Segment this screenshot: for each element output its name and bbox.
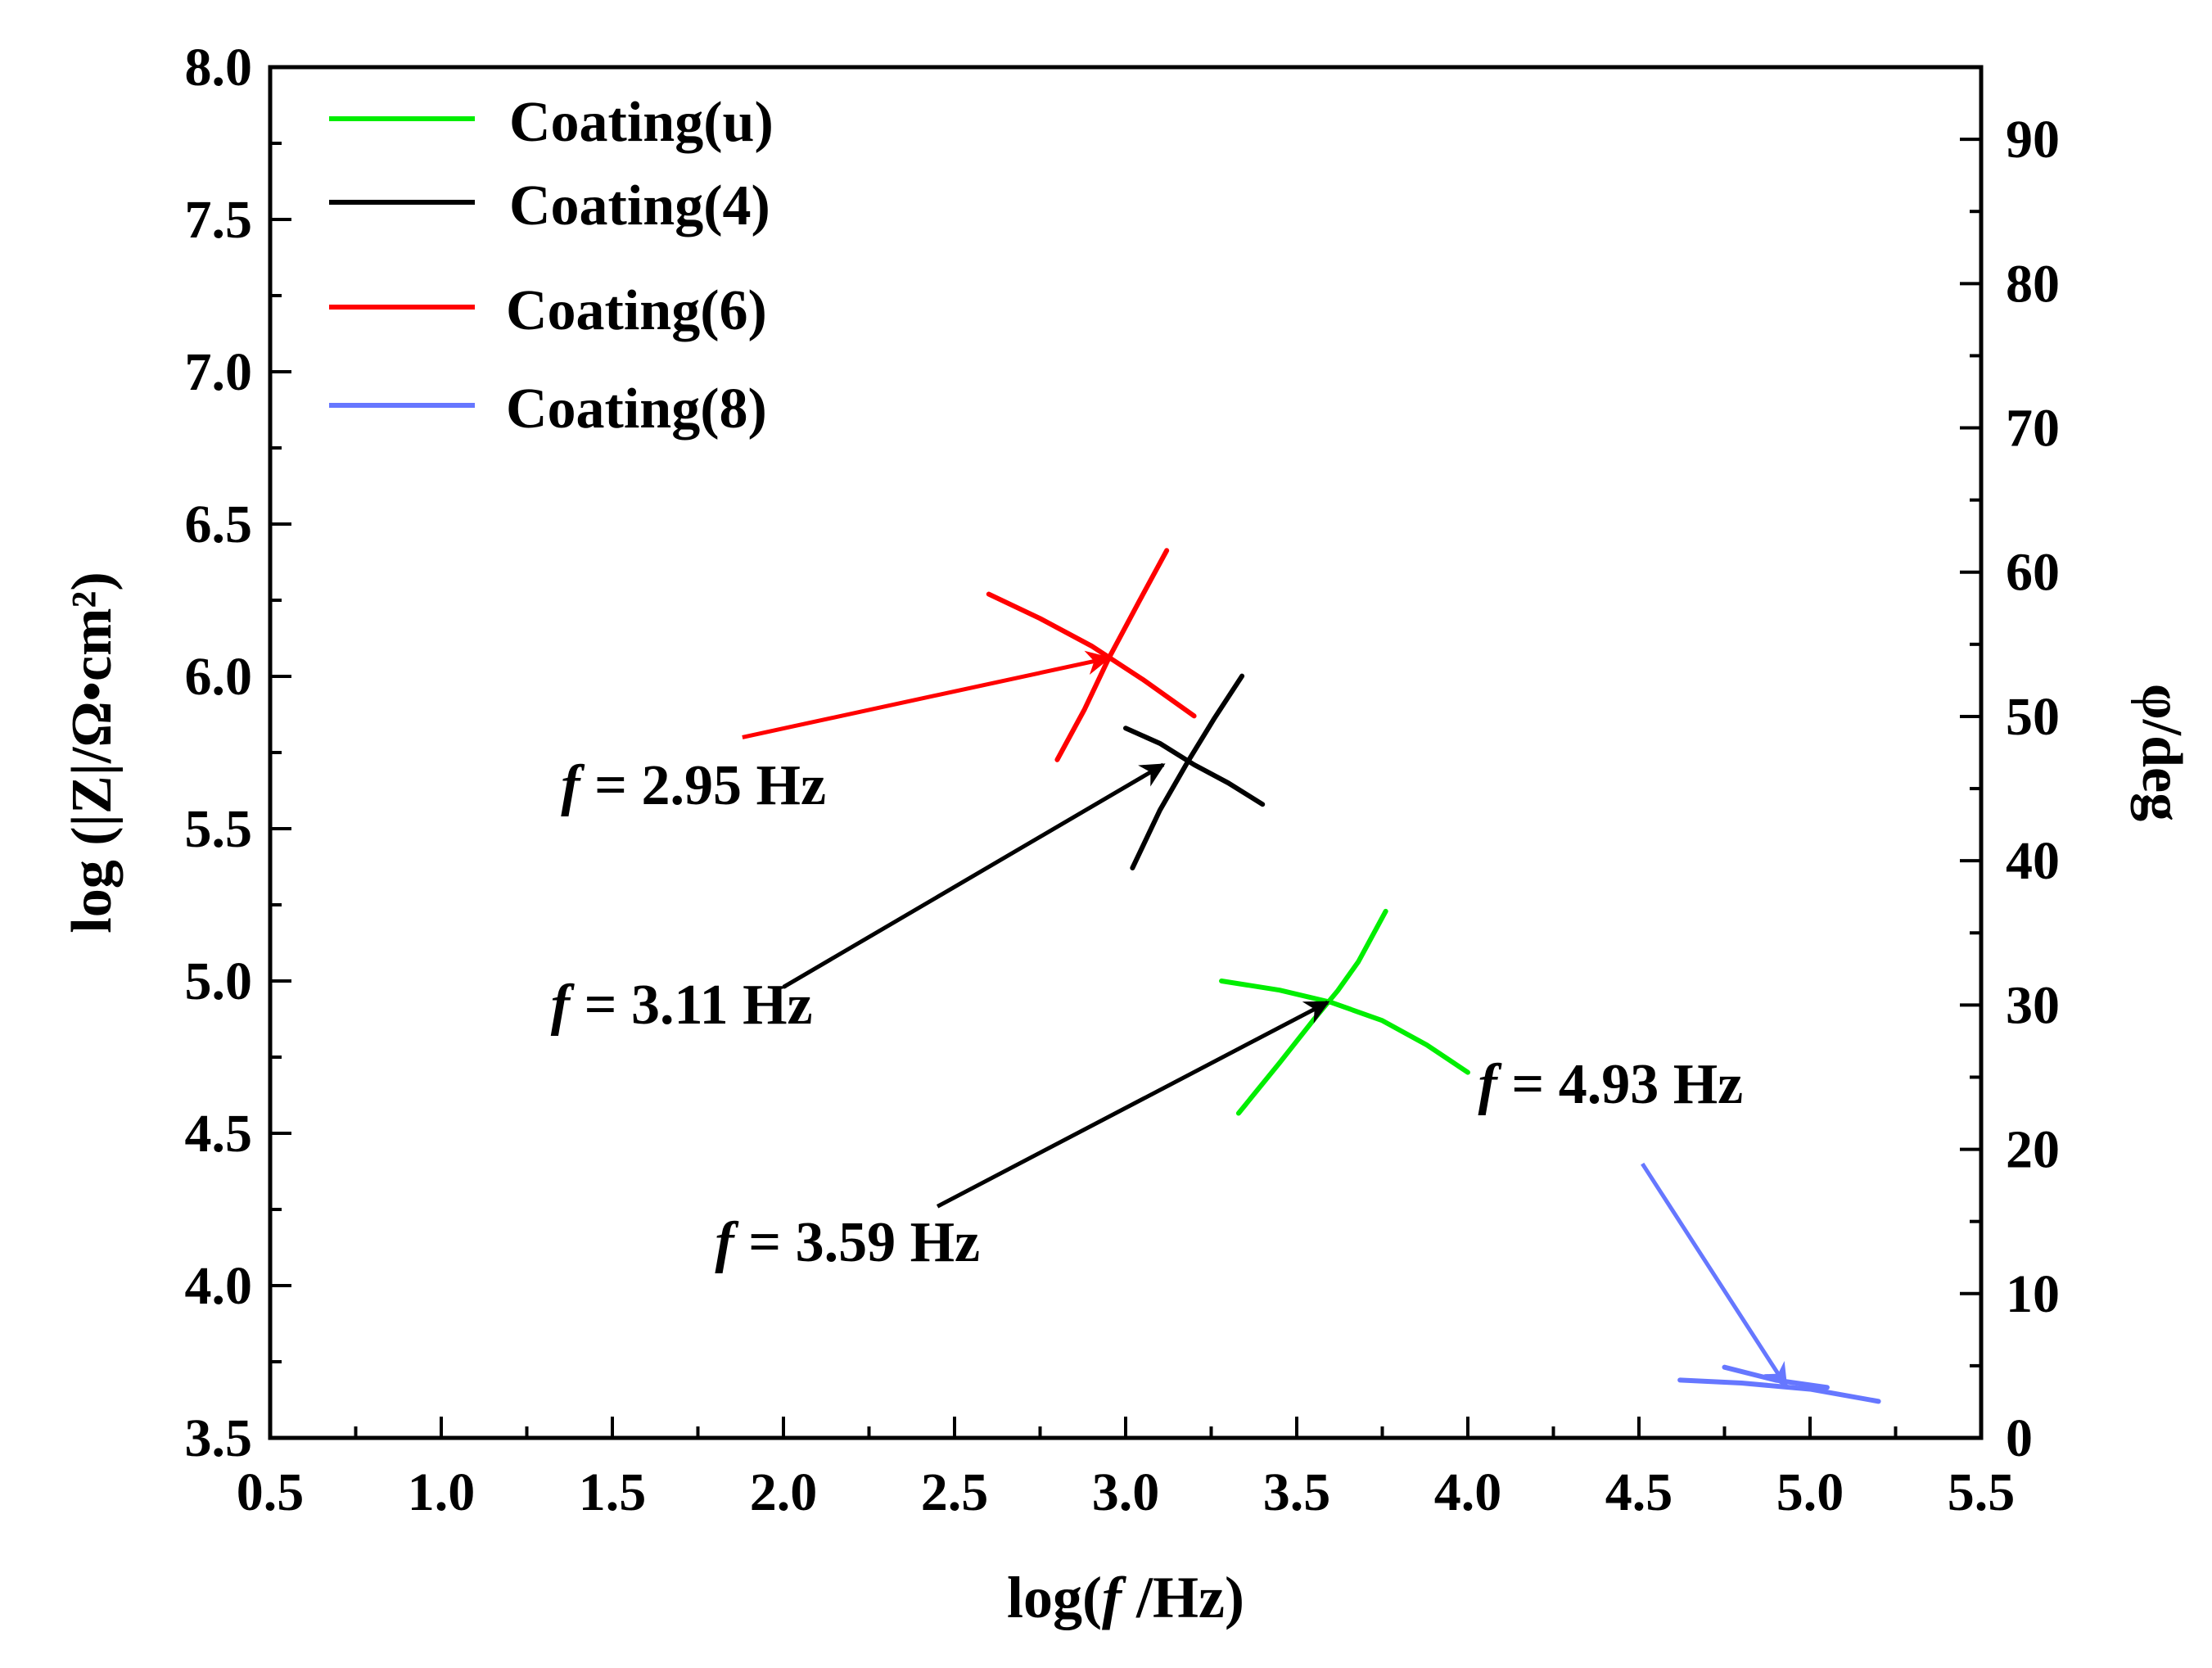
y-left-tick-label: 7.0 [185, 342, 253, 402]
y-left-tick-label: 6.0 [185, 647, 253, 707]
x-tick-label: 2.0 [750, 1462, 818, 1522]
y-right-tick-label: 70 [2006, 399, 2060, 459]
plot-frame [268, 65, 1984, 1440]
y-right-tick-label: 0 [2006, 1408, 2033, 1468]
phase-line-coating-6 [1054, 548, 1170, 762]
y-left-tick-label: 3.5 [185, 1408, 253, 1468]
y-left-tick-label: 4.5 [185, 1104, 253, 1164]
legend-label-coating-4: Coating(4) [509, 174, 770, 237]
impedance-line-coating-6 [986, 591, 1197, 719]
annotation-label-value: = 3.59 Hz [734, 1211, 980, 1274]
series-layer [986, 548, 1881, 1404]
x-tick-label: 2.5 [921, 1462, 989, 1522]
x-axis-ticks: 0.5 1.0 1.5 2.0 2.5 3.0 3.5 4.0 4.5 5.0 5.5 [237, 1417, 2016, 1522]
x-tick-label: 5.5 [1948, 1462, 2016, 1522]
y-left-tick-label: 6.5 [185, 495, 253, 554]
y-left-tick-label: 8.0 [185, 38, 253, 97]
y-right-tick-label: 10 [2006, 1264, 2060, 1324]
left-axis-label: log (|Z|/Ω•cm²) [61, 572, 124, 933]
y-right-tick-label: 80 [2006, 254, 2060, 314]
legend-label-coating-6: Coating(6) [506, 279, 767, 342]
annotation-label-2: f = 3.59 Hz [715, 1211, 980, 1274]
annotation-label-0: f = 2.95 Hz [561, 754, 826, 817]
y-left-tick-label: 5.0 [185, 952, 253, 1011]
annotation-arrow-0 [742, 650, 1112, 739]
x-tick-label: 3.0 [1092, 1462, 1160, 1522]
impedance-line-coating-8 [1677, 1377, 1881, 1404]
x-tick-label: 1.0 [408, 1462, 476, 1522]
annotation-layer: f = 2.95 Hz f = 3.11 Hz f = 3.59 Hz f = 4.9… [551, 650, 1788, 1389]
y-right-tick-label: 40 [2006, 831, 2060, 891]
y-left-tick-label: 5.5 [185, 799, 253, 859]
impedance-line-coating-u [1219, 979, 1470, 1075]
y-right-tick-label: 30 [2006, 975, 2060, 1035]
y-right-tick-label: 90 [2006, 110, 2060, 170]
x-tick-label: 3.5 [1263, 1462, 1331, 1522]
annotation-label-value: = 4.93 Hz [1497, 1053, 1743, 1116]
y-right-tick-label: 50 [2006, 687, 2060, 747]
x-tick-label: 5.0 [1776, 1462, 1844, 1522]
x-tick-label: 1.5 [579, 1462, 647, 1522]
y-left-tick-label: 4.0 [185, 1256, 253, 1316]
legend-label-coating-8: Coating(8) [506, 377, 767, 441]
legend: Coating(u) Coating(4) Coating(6) Coating… [329, 91, 774, 441]
x-tick-label: 4.0 [1434, 1462, 1502, 1522]
annotation-label-1: f = 3.11 Hz [551, 974, 813, 1037]
x-axis-label-suffix: /Hz) [1122, 1565, 1244, 1630]
x-tick-label: 0.5 [237, 1462, 305, 1522]
annotation-arrow-3 [1641, 1162, 1788, 1389]
impedance-line-coating-4 [1123, 726, 1266, 807]
phase-line-coating-4 [1130, 673, 1245, 870]
right-axis-label: φ/deg [2130, 684, 2193, 821]
annotation-label-value: = 3.11 Hz [570, 974, 813, 1037]
legend-label-coating-u: Coating(u) [509, 91, 774, 154]
x-tick-label: 4.5 [1605, 1462, 1673, 1522]
x-axis-label: log(f /Hz) [1007, 1565, 1244, 1630]
left-axis-ticks: 3.5 4.0 4.5 5.0 5.5 6.0 6.5 7.0 7.5 8.0 [185, 38, 291, 1468]
x-axis-label-prefix: log( [1007, 1565, 1102, 1630]
annotation-label-value: = 2.95 Hz [580, 754, 826, 817]
y-left-tick-label: 7.5 [185, 190, 253, 250]
annotation-label-3: f = 4.93 Hz [1478, 1053, 1744, 1116]
annotation-arrow-1 [782, 762, 1166, 989]
y-right-tick-label: 20 [2006, 1120, 2060, 1180]
annotation-arrow-2 [936, 1000, 1330, 1209]
y-right-tick-label: 60 [2006, 543, 2060, 603]
right-axis-ticks: 0 10 20 30 40 50 60 70 80 90 [1960, 110, 2060, 1468]
